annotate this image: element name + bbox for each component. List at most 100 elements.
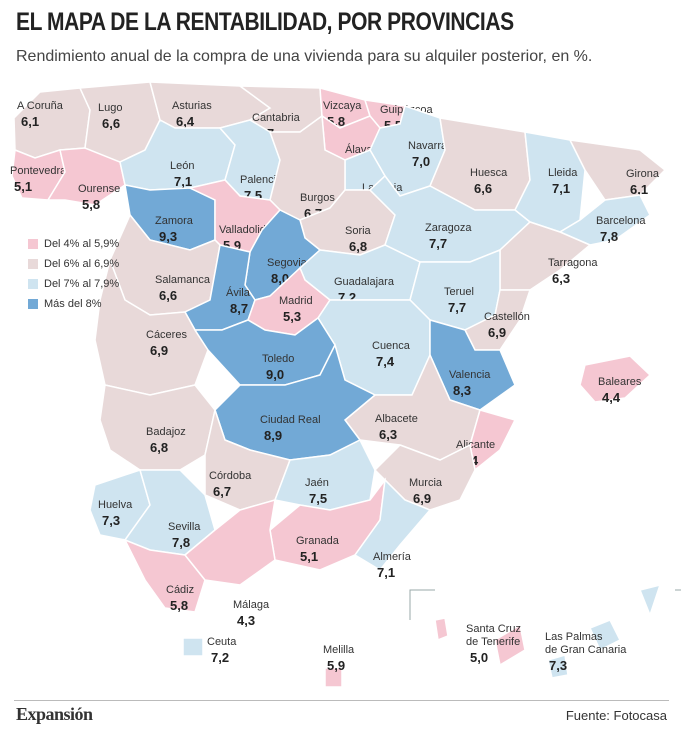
province-shape <box>123 538 206 613</box>
province-malaga: Málaga 4,3 <box>183 498 276 628</box>
province-jaen: Jaén 7,5 <box>273 438 376 511</box>
province-name-label: Valencia <box>449 369 491 381</box>
province-name-label: Zaragoza <box>425 222 472 234</box>
province-value-label: 8,9 <box>264 428 282 443</box>
province-name-label: Granada <box>296 535 340 547</box>
canary-inset-frame <box>409 589 681 620</box>
province-value-label: 4,4 <box>602 390 621 405</box>
province-shape <box>353 478 432 571</box>
province-value-label: 5,1 <box>14 179 32 194</box>
province-name-label: Santa Cruz <box>466 623 521 635</box>
province-value-label: 6,9 <box>488 325 506 340</box>
province-huelva: Huelva 7,3 <box>89 469 151 541</box>
province-name-label: Teruel <box>444 286 474 298</box>
province-name-label: Lleida <box>548 167 578 179</box>
province-girona: Girona 6,1 <box>568 139 667 201</box>
province-murcia: Murcia 6,9 <box>373 443 476 511</box>
province-name-label: Badajoz <box>146 426 186 438</box>
brand-logo: Expansión <box>16 704 93 724</box>
province-valencia: Valencia 8,3 <box>429 319 516 411</box>
province-a-coruna: A Coruña 6,1 <box>13 87 91 159</box>
province-melilla: Melilla 5,9 <box>323 644 355 688</box>
province-name-label: Toledo <box>262 353 294 365</box>
province-shape <box>94 257 209 396</box>
legend: Del 4% al 5,9% Del 6% al 6,9% Del 7% al … <box>28 234 119 314</box>
province-ceuta: Ceuta 7,2 <box>182 636 237 665</box>
province-value-label: 7,0 <box>412 154 430 169</box>
province-toledo: Toledo 9,0 <box>193 316 336 386</box>
province-granada: Granada 5,1 <box>269 477 387 571</box>
province-name-label: Zamora <box>155 215 194 227</box>
province-value-label: 9,0 <box>266 367 284 382</box>
legend-swatch <box>28 299 38 309</box>
province-name-label: Las Palmas <box>545 631 603 643</box>
province-value-label: 6,8 <box>150 440 168 455</box>
province-almeria: Almería 7,1 <box>353 478 432 580</box>
province-caceres: Cáceres 6,9 <box>94 257 209 396</box>
province-value-label: 6,6 <box>102 116 120 131</box>
province-value-label: 6,6 <box>159 288 177 303</box>
province-name-label: Palencia <box>240 174 283 186</box>
province-ourense: Ourense 5,8 <box>46 147 126 212</box>
province-name-label: Cáceres <box>146 329 187 341</box>
province-value-label: 7,1 <box>377 565 395 580</box>
province-name-label: Valladolid <box>219 224 266 236</box>
province-name-label: Melilla <box>323 644 355 656</box>
province-avila: Ávila 8,7 <box>183 244 256 331</box>
province-value-label: 6,1 <box>630 182 648 197</box>
province-value-label: 7,3 <box>549 658 567 673</box>
province-value-label: 7,7 <box>448 300 466 315</box>
province-shape <box>46 147 126 206</box>
province-name-label: Castellón <box>484 311 530 323</box>
province-value-label: 6,4 <box>176 114 195 129</box>
province-value-label: 6,3 <box>379 427 397 442</box>
province-name-label: Ceuta <box>207 636 237 648</box>
province-name-label: Cádiz <box>166 584 194 596</box>
page-subtitle: Rendimiento anual de la compra de una vi… <box>16 48 593 65</box>
province-value-label: 7,7 <box>429 236 447 251</box>
province-baleares: Baleares 4,4 <box>579 355 652 405</box>
province-value-label: 6,9 <box>150 343 168 358</box>
province-name-label: Guadalajara <box>334 276 395 288</box>
province-value-label: 6,8 <box>349 239 367 254</box>
province-name-label: Pontevedra <box>10 165 67 177</box>
province-name-label: León <box>170 160 194 172</box>
province-name-label: Ciudad Real <box>260 414 321 426</box>
province-value-label: 5,1 <box>300 549 318 564</box>
province-value-label: 5,8 <box>170 598 188 613</box>
source-note: Fuente: Fotocasa <box>565 708 667 723</box>
province-name-label: Albacete <box>375 413 418 425</box>
province-name-label: de Gran Canaria <box>545 644 627 656</box>
province-shape <box>373 443 476 511</box>
province-value-label: 8,7 <box>230 301 248 316</box>
province-shape <box>579 355 652 403</box>
province-shape <box>183 498 276 586</box>
province-name-label: Girona <box>626 168 660 180</box>
province-value-label: 7,1 <box>552 181 570 196</box>
province-name-label: Huelva <box>98 499 133 511</box>
legend-swatch <box>28 239 38 249</box>
province-value-label: 7,3 <box>102 513 120 528</box>
province-value-label: 7,4 <box>376 354 395 369</box>
province-shape <box>434 617 526 667</box>
province-value-label: 4,3 <box>237 613 255 628</box>
province-value-label: 7,1 <box>174 174 192 189</box>
province-value-label: 8,3 <box>453 383 471 398</box>
province-lleida: Lleida 7,1 <box>514 131 586 233</box>
legend-item: Del 7% al 7,9% <box>28 274 119 294</box>
province-name-label: Burgos <box>300 192 335 204</box>
legend-label: Del 7% al 7,9% <box>44 278 120 290</box>
legend-item: Del 4% al 5,9% <box>28 234 119 254</box>
province-value-label: 5,9 <box>327 658 345 673</box>
province-shape <box>182 637 204 657</box>
province-cadiz: Cádiz 5,8 <box>123 538 206 613</box>
legend-label: Del 6% al 6,9% <box>44 258 120 270</box>
province-value-label: 6,3 <box>552 271 570 286</box>
province-name-label: Cantabria <box>252 112 301 124</box>
province-sevilla: Sevilla 7,8 <box>123 469 216 556</box>
legend-item: Del 6% al 6,9% <box>28 254 119 274</box>
province-shape <box>547 583 662 679</box>
legend-label: Más del 8% <box>44 298 102 310</box>
province-value-label: 5,8 <box>82 197 100 212</box>
